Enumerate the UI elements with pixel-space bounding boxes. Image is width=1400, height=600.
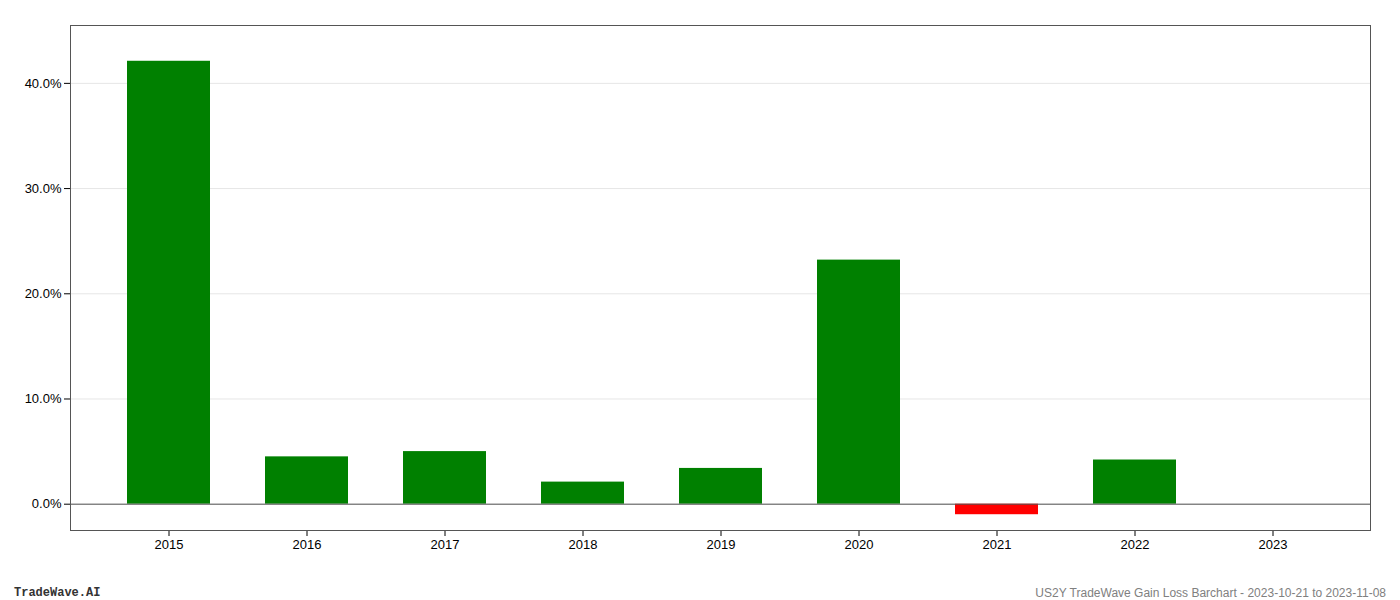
- svg-text:2018: 2018: [569, 537, 598, 552]
- svg-text:2017: 2017: [431, 537, 460, 552]
- svg-text:2015: 2015: [155, 537, 184, 552]
- svg-text:40.0%: 40.0%: [25, 76, 62, 91]
- svg-text:10.0%: 10.0%: [25, 391, 62, 406]
- svg-text:2021: 2021: [983, 537, 1012, 552]
- svg-text:2020: 2020: [845, 537, 874, 552]
- html-text:US2Y TradeWave Gain Loss Barch: US2Y TradeWave Gain Loss Barchart - 2023…: [1035, 586, 1386, 600]
- svg-text:20.0%: 20.0%: [25, 286, 62, 301]
- svg-text:0.0%: 0.0%: [32, 496, 62, 511]
- html-text:TradeWave.AI: TradeWave.AI: [14, 586, 101, 600]
- svg-text:2022: 2022: [1121, 537, 1150, 552]
- svg-text:2023: 2023: [1259, 537, 1288, 552]
- svg-text:2016: 2016: [293, 537, 322, 552]
- svg-text:30.0%: 30.0%: [25, 181, 62, 196]
- svg-text:2019: 2019: [707, 537, 736, 552]
